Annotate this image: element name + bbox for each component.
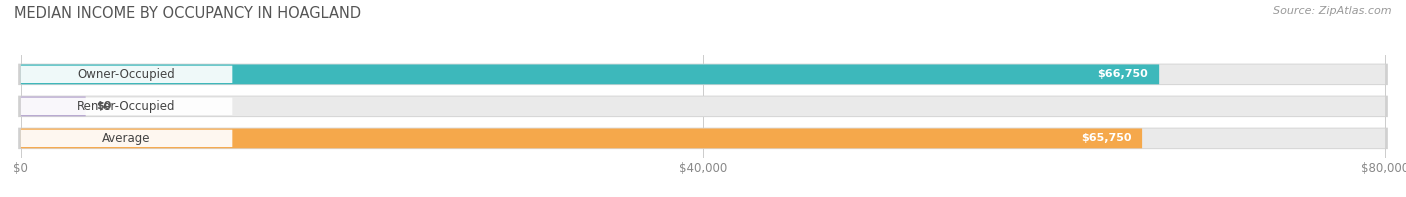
FancyBboxPatch shape [21, 128, 1142, 148]
FancyBboxPatch shape [21, 128, 1385, 148]
FancyBboxPatch shape [21, 97, 86, 116]
Text: Owner-Occupied: Owner-Occupied [77, 68, 176, 81]
Text: Source: ZipAtlas.com: Source: ZipAtlas.com [1274, 6, 1392, 16]
Text: Average: Average [103, 132, 150, 145]
Text: $66,750: $66,750 [1098, 69, 1149, 79]
Text: Renter-Occupied: Renter-Occupied [77, 100, 176, 113]
FancyBboxPatch shape [21, 66, 232, 83]
FancyBboxPatch shape [21, 97, 1385, 116]
FancyBboxPatch shape [18, 96, 1388, 117]
FancyBboxPatch shape [21, 64, 1385, 84]
Text: MEDIAN INCOME BY OCCUPANCY IN HOAGLAND: MEDIAN INCOME BY OCCUPANCY IN HOAGLAND [14, 6, 361, 21]
FancyBboxPatch shape [18, 128, 1388, 149]
FancyBboxPatch shape [21, 98, 232, 115]
FancyBboxPatch shape [21, 130, 232, 147]
Text: $65,750: $65,750 [1081, 133, 1132, 143]
Text: $0: $0 [97, 101, 112, 111]
FancyBboxPatch shape [18, 64, 1388, 85]
FancyBboxPatch shape [21, 64, 1159, 84]
